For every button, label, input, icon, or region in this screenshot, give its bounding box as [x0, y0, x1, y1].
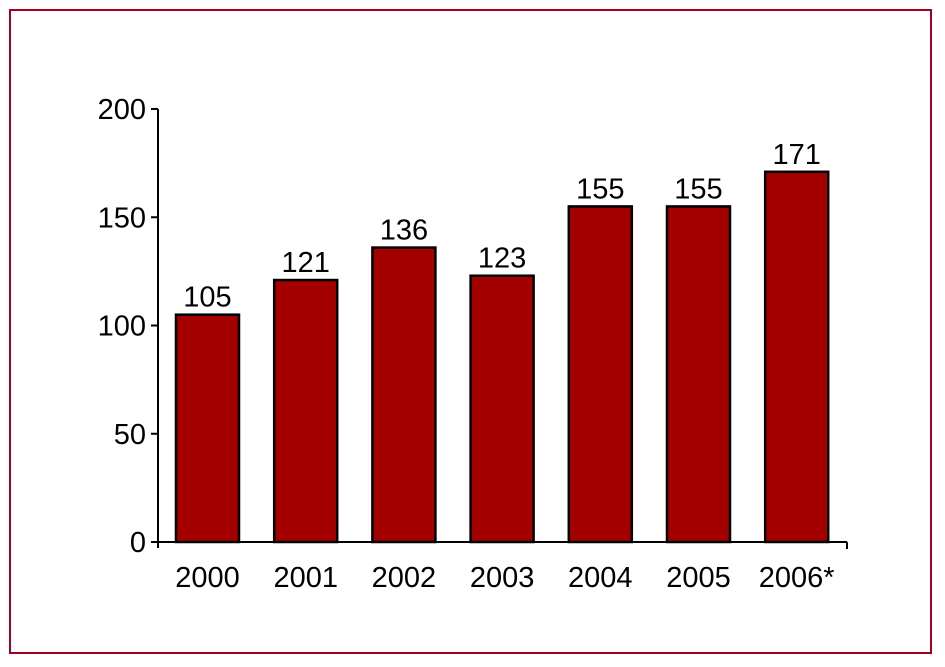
- x-tick-label: 2000: [175, 562, 240, 594]
- bars: [174, 170, 830, 544]
- bar-2006: [763, 170, 830, 544]
- x-tick-label: 2004: [568, 562, 633, 594]
- bar-2003: [469, 274, 535, 544]
- data-label: 105: [183, 282, 231, 314]
- data-label: 121: [282, 247, 330, 279]
- data-label: 155: [576, 173, 624, 205]
- bar-2000: [174, 313, 241, 544]
- data-label: 123: [478, 243, 526, 275]
- bar-2001: [272, 278, 339, 544]
- x-tick-label: 2006*: [759, 562, 835, 594]
- data-label: 136: [380, 215, 428, 247]
- data-label: 155: [674, 173, 722, 205]
- y-tick-label: 0: [130, 527, 146, 559]
- x-tick-label: 2005: [666, 562, 731, 594]
- data-labels: 105 121 136 123 155 155 171: [183, 139, 821, 314]
- y-tick-label: 200: [98, 94, 146, 126]
- bar-2005: [665, 205, 732, 544]
- x-axis: 2000 2001 2002 2003 2004 2005 2006*: [158, 541, 848, 594]
- x-tick-label: 2002: [372, 562, 437, 594]
- bar-2002: [371, 246, 437, 544]
- data-label: 171: [773, 139, 821, 171]
- y-axis: 0 50 100 150 200: [98, 94, 159, 559]
- x-tick-label: 2001: [273, 562, 338, 594]
- bar-2004: [567, 205, 634, 544]
- y-tick-label: 50: [114, 419, 146, 451]
- y-tick-label: 100: [98, 311, 146, 343]
- y-tick-label: 150: [98, 202, 146, 234]
- x-tick-label: 2003: [470, 562, 535, 594]
